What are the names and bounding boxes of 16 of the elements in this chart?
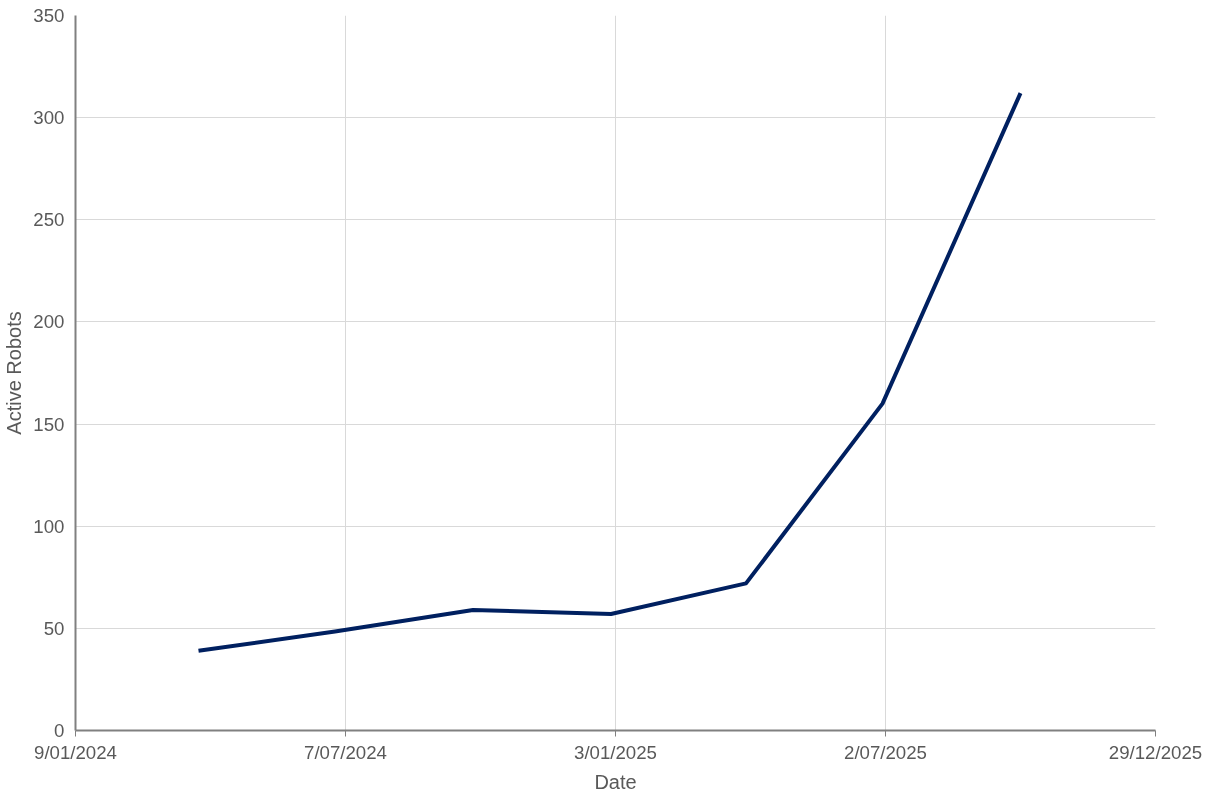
x-tick-label: 2/07/2025 bbox=[844, 741, 927, 763]
x-tick-label: 3/01/2025 bbox=[574, 741, 657, 763]
y-tick-label: 200 bbox=[33, 311, 65, 333]
y-tick-label: 0 bbox=[54, 720, 65, 741]
x-axis-title: Date bbox=[594, 770, 637, 793]
x-tick-label: 9/01/2024 bbox=[34, 741, 117, 763]
x-tick-label: 29/12/2025 bbox=[1108, 741, 1203, 763]
y-tick-label: 300 bbox=[33, 107, 65, 129]
x-tick-label: 7/07/2024 bbox=[304, 741, 387, 763]
y-axis-title: Active Robots bbox=[3, 311, 26, 435]
y-tick-label: 250 bbox=[33, 209, 65, 231]
y-tick-label: 50 bbox=[43, 617, 65, 639]
y-tick-label: 150 bbox=[33, 413, 65, 435]
y-tick-label: 100 bbox=[33, 515, 65, 537]
line-series bbox=[196, 91, 1023, 653]
y-tick-label: 350 bbox=[33, 5, 65, 26]
